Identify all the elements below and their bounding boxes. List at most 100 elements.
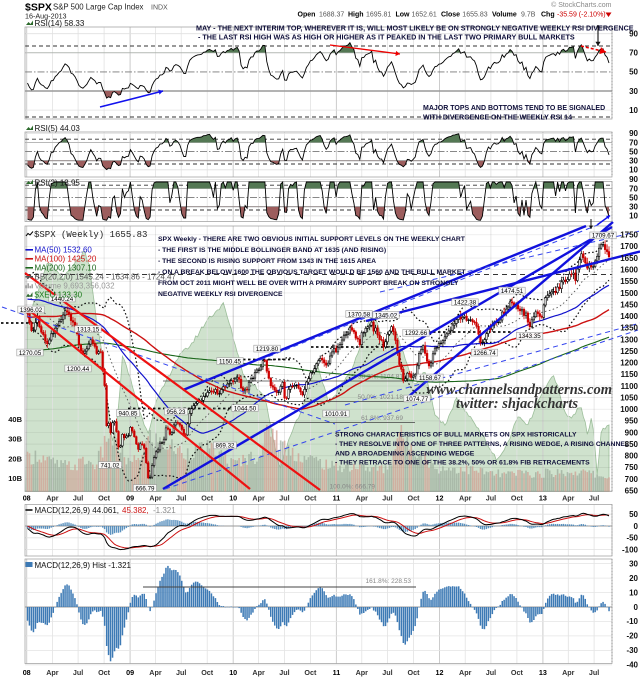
- svg-text:1000: 1000: [620, 405, 638, 414]
- svg-text:1266.74: 1266.74: [473, 350, 496, 357]
- svg-text:Oct: Oct: [511, 668, 524, 677]
- svg-text:-100: -100: [622, 545, 639, 554]
- svg-text:-20: -20: [626, 632, 638, 641]
- svg-text:Oct: Oct: [201, 668, 214, 677]
- svg-text:Oct: Oct: [304, 494, 317, 503]
- svg-text:© StockCharts.com: © StockCharts.com: [551, 1, 612, 9]
- svg-text:Apr: Apr: [46, 494, 59, 503]
- svg-text:10: 10: [629, 166, 638, 175]
- svg-text:700: 700: [625, 475, 639, 484]
- svg-text:20B: 20B: [8, 454, 22, 463]
- svg-text:Chg: Chg: [541, 12, 555, 19]
- svg-text:1600: 1600: [620, 266, 638, 275]
- svg-text:90: 90: [629, 30, 638, 39]
- svg-text:956.23: 956.23: [167, 409, 186, 416]
- svg-text:Jul: Jul: [73, 668, 83, 677]
- svg-text:1150: 1150: [621, 370, 639, 379]
- svg-text:1550: 1550: [620, 277, 638, 286]
- svg-text:1100: 1100: [621, 382, 639, 391]
- svg-text:1292.66: 1292.66: [405, 330, 428, 337]
- svg-text:50: 50: [629, 147, 638, 156]
- svg-text:50: 50: [629, 193, 638, 202]
- svg-text:Volume 9,693,356,032: Volume 9,693,356,032: [35, 281, 116, 290]
- svg-text:50: 50: [629, 68, 638, 77]
- svg-text:Apr: Apr: [459, 668, 472, 677]
- svg-text:50: 50: [629, 510, 638, 519]
- svg-text:1200.44: 1200.44: [67, 366, 90, 373]
- svg-text:MA(200) 1307.10: MA(200) 1307.10: [35, 263, 97, 272]
- svg-text:- THE FIRST IS THE MIDDLE BOLL: - THE FIRST IS THE MIDDLE BOLLINGER BAND…: [158, 247, 386, 254]
- svg-text:30: 30: [629, 157, 638, 166]
- svg-text:- THE SECOND IS RISING SUPPORT: - THE SECOND IS RISING SUPPORT FROM 1343…: [158, 258, 376, 265]
- svg-text:Oct: Oct: [408, 668, 421, 677]
- svg-text:13: 13: [539, 668, 547, 677]
- svg-text:09: 09: [126, 494, 134, 503]
- svg-text:61.8%: 937.69: 61.8%: 937.69: [361, 415, 403, 422]
- svg-text:30B: 30B: [8, 435, 22, 444]
- svg-text:666.79: 666.79: [136, 485, 155, 492]
- svg-text:Jul: Jul: [486, 668, 496, 677]
- svg-text:Jul: Jul: [382, 668, 392, 677]
- svg-text:NEGATIVE WEEKLY RSI DIVERGENCE: NEGATIVE WEEKLY RSI DIVERGENCE: [158, 291, 283, 298]
- svg-text:- THEY RESOLVE INTO ONE OF THR: - THEY RESOLVE INTO ONE OF THREE PATTERN…: [335, 441, 629, 448]
- svg-text:Apr: Apr: [459, 494, 472, 503]
- svg-text:1370.58: 1370.58: [348, 311, 371, 318]
- svg-text:10: 10: [629, 588, 638, 597]
- svg-text:AND A BROADENING ASCENDING WED: AND A BROADENING ASCENDING WEDGE: [335, 450, 475, 457]
- svg-text:1300: 1300: [620, 335, 638, 344]
- svg-text:RSI(2) 13.95: RSI(2) 13.95: [35, 179, 81, 188]
- svg-text:$SPX: $SPX: [25, 2, 52, 14]
- svg-text:Apr: Apr: [356, 494, 369, 503]
- svg-text:Apr: Apr: [149, 668, 162, 677]
- svg-text:Low: Low: [396, 12, 411, 19]
- svg-text:FROM OCT 2011 MIGHT WELL BE OV: FROM OCT 2011 MIGHT WELL BE OVER WITH A …: [158, 280, 459, 287]
- svg-text:1688.37: 1688.37: [319, 12, 344, 19]
- svg-text:13: 13: [539, 494, 547, 503]
- svg-text:BB(20,2.0) 1545.24 - 1634.86 -: BB(20,2.0) 1545.24 - 1634.86 - 1724.47: [35, 272, 177, 281]
- svg-text:30: 30: [629, 87, 638, 96]
- svg-text:1474.51: 1474.51: [501, 288, 524, 295]
- svg-text:1200: 1200: [620, 359, 638, 368]
- svg-text:16-Aug-2013: 16-Aug-2013: [25, 12, 67, 21]
- svg-text:Jul: Jul: [279, 668, 289, 677]
- svg-text:-1.321: -1.321: [153, 506, 176, 515]
- svg-text:10: 10: [629, 212, 638, 221]
- svg-text:10: 10: [229, 494, 237, 503]
- svg-text:Oct: Oct: [98, 494, 111, 503]
- svg-text:RSI(5) 44.03: RSI(5) 44.03: [35, 124, 81, 133]
- svg-text:30: 30: [629, 203, 638, 212]
- svg-text:9.7B: 9.7B: [521, 12, 536, 19]
- svg-text:Apr: Apr: [252, 494, 265, 503]
- svg-text:$SPX (Weekly) 1655.83: $SPX (Weekly) 1655.83: [34, 230, 147, 240]
- svg-text:70: 70: [629, 184, 638, 193]
- svg-text:Volume: Volume: [492, 12, 517, 19]
- svg-text:12: 12: [436, 668, 444, 677]
- svg-text:1652.61: 1652.61: [412, 12, 437, 19]
- svg-text:MA(50) 1532.60: MA(50) 1532.60: [35, 245, 93, 254]
- svg-text:850: 850: [625, 440, 639, 449]
- svg-text:741.02: 741.02: [101, 462, 120, 469]
- svg-text:1422.38: 1422.38: [454, 300, 477, 307]
- svg-text:Oct: Oct: [408, 494, 421, 503]
- svg-text:1709.67: 1709.67: [592, 233, 615, 240]
- svg-text:0: 0: [634, 603, 639, 612]
- svg-text:900: 900: [625, 428, 639, 437]
- svg-text:70: 70: [629, 49, 638, 58]
- svg-text:45.382,: 45.382,: [122, 506, 149, 515]
- svg-text:869.32: 869.32: [216, 443, 235, 450]
- svg-text:11: 11: [333, 668, 341, 677]
- svg-text:1150.45: 1150.45: [219, 358, 241, 365]
- svg-text:Close: Close: [441, 12, 460, 19]
- svg-text:1750: 1750: [620, 231, 638, 240]
- svg-text:MA(100) 1425.20: MA(100) 1425.20: [35, 254, 97, 263]
- svg-text:10: 10: [229, 668, 237, 677]
- svg-text:1044.50: 1044.50: [234, 405, 257, 412]
- svg-text:100.0%: 666.79: 100.0%: 666.79: [329, 484, 375, 491]
- svg-text:www.channelsandpatterns.com: www.channelsandpatterns.com: [426, 382, 612, 398]
- svg-text:1074.77: 1074.77: [406, 396, 429, 403]
- svg-text:1450: 1450: [620, 300, 638, 309]
- svg-text:SPX Weekly - THERE ARE TWO OBV: SPX Weekly - THERE ARE TWO OBVIOUS INITI…: [158, 236, 466, 243]
- svg-text:1343.35: 1343.35: [518, 333, 541, 340]
- svg-text:1440.24: 1440.24: [51, 296, 74, 303]
- svg-text:1396.02: 1396.02: [20, 307, 43, 314]
